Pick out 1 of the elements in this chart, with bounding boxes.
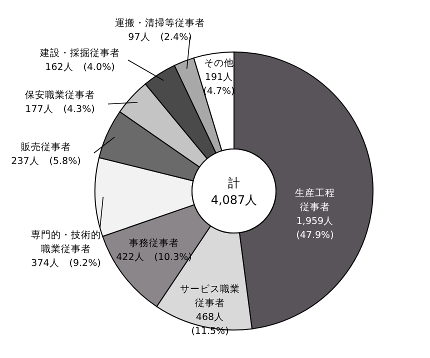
annotation: 計 4,087人 xyxy=(210,176,258,207)
